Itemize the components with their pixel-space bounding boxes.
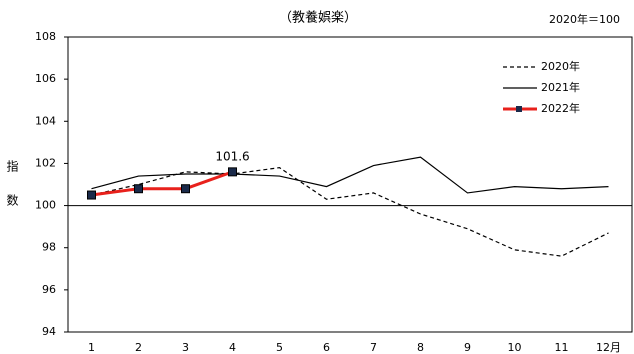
x-tick-label: 10	[508, 341, 522, 354]
y-tick-label: 94	[42, 325, 56, 338]
series-line	[91, 167, 609, 257]
legend-label: 2022年	[541, 101, 580, 115]
plot-frame	[67, 36, 633, 333]
x-tick-label: 5	[276, 341, 283, 354]
point-marker	[134, 184, 143, 194]
series-line	[91, 156, 609, 194]
x-tick-label: 8	[417, 341, 424, 354]
legend-marker	[516, 106, 522, 112]
data-label: 101.6	[215, 149, 249, 163]
point-marker	[181, 184, 190, 194]
x-tick-label: 4	[229, 341, 236, 354]
point-marker	[87, 190, 96, 200]
y-tick-label: 102	[35, 156, 56, 169]
x-tick-label: 6	[323, 341, 330, 354]
y-tick-label: 106	[35, 72, 56, 85]
x-tick-label: 1	[88, 341, 95, 354]
x-tick-label: 7	[370, 341, 377, 354]
x-tick-label: 2	[135, 341, 142, 354]
point-marker	[228, 167, 237, 177]
x-tick-label: 9	[464, 341, 471, 354]
y-tick-label: 96	[42, 283, 56, 296]
x-tick-label: 11	[555, 341, 569, 354]
legend-label: 2021年	[541, 80, 580, 94]
y-tick-label: 108	[35, 30, 56, 43]
x-tick-label: 12月	[596, 341, 621, 354]
note: 2020年＝100	[549, 12, 620, 26]
x-tick-label: 3	[182, 341, 189, 354]
chart-title: （教養娯楽）	[279, 10, 357, 26]
y-tick-label: 104	[35, 114, 56, 127]
y-axis-label: 指数	[5, 160, 19, 228]
y-tick-label: 100	[35, 199, 56, 212]
legend-label: 2020年	[541, 59, 580, 73]
series-line	[91, 170, 234, 197]
y-tick-label: 98	[42, 241, 56, 254]
